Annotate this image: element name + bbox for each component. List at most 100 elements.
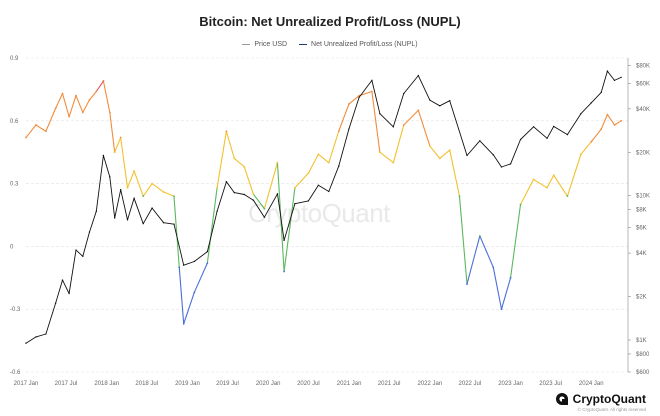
grid-lines xyxy=(26,57,628,373)
nupl-point xyxy=(25,136,27,139)
nupl-point xyxy=(492,266,495,269)
footer-brand[interactable]: CryptoQuant xyxy=(555,392,646,406)
nupl-point xyxy=(88,98,91,101)
nupl-point xyxy=(552,174,555,177)
nupl-point xyxy=(509,276,512,279)
price-point xyxy=(88,231,91,233)
x-tick-label: 2023 Jan xyxy=(498,381,523,387)
y-right-tick-label: $8K xyxy=(636,208,647,214)
price-point xyxy=(151,207,153,209)
price-point xyxy=(379,113,381,115)
nupl-point xyxy=(225,130,228,133)
nupl-segment xyxy=(216,130,227,189)
price-point xyxy=(358,96,360,99)
nupl-point xyxy=(95,90,98,93)
legend-swatch-nupl xyxy=(299,43,308,45)
price-point xyxy=(173,223,175,225)
x-tick-label: 2017 Jan xyxy=(14,381,39,387)
price-point xyxy=(276,193,279,195)
nupl-segment xyxy=(88,90,97,101)
nupl-point xyxy=(61,92,64,95)
y-right-tick-label: $800 xyxy=(636,352,650,358)
nupl-point xyxy=(45,130,47,133)
nupl-point xyxy=(600,128,603,131)
nupl-point xyxy=(75,94,77,97)
price-line xyxy=(25,70,622,344)
price-point xyxy=(45,333,47,335)
nupl-segment xyxy=(294,172,309,189)
nupl-segment xyxy=(479,235,494,268)
nupl-segment xyxy=(283,187,296,273)
nupl-segment xyxy=(243,166,254,195)
nupl-segment xyxy=(492,266,503,310)
nupl-segment xyxy=(55,93,64,109)
nupl-point xyxy=(193,291,196,294)
legend-label-price: Price USD xyxy=(254,40,288,48)
price-point xyxy=(61,279,64,281)
nupl-point xyxy=(182,322,185,325)
nupl-point xyxy=(428,145,431,147)
nupl-point xyxy=(466,283,468,285)
price-point xyxy=(466,154,468,157)
price-point xyxy=(606,70,609,72)
price-point xyxy=(552,125,555,128)
price-point xyxy=(25,342,27,344)
y-left-tick-label: -0.3 xyxy=(10,307,21,313)
nupl-segment xyxy=(317,153,330,164)
price-point xyxy=(307,200,310,202)
x-tick-label: 2019 Jul xyxy=(216,381,239,387)
right-axis: $80K $60K $40K $20K $10K $8K $6K $4K $2K $1K $800 $… xyxy=(627,58,650,376)
y-left-tick-label: -0.6 xyxy=(10,370,21,376)
price-point xyxy=(233,191,236,194)
y-left-tick-label: 0 xyxy=(10,244,14,250)
x-tick-label: 2019 Jan xyxy=(175,381,200,387)
nupl-point xyxy=(151,182,153,185)
y-left-tick-label: 0.9 xyxy=(10,56,19,62)
price-point xyxy=(317,184,320,187)
nupl-point xyxy=(68,115,71,118)
nupl-segment xyxy=(151,183,165,193)
nupl-segment xyxy=(68,95,77,118)
x-tick-label: 2022 Jan xyxy=(417,381,442,387)
price-point xyxy=(566,133,569,136)
chart-title: Bitcoin: Net Unrealized Profit/Loss (NUP… xyxy=(199,14,461,29)
price-point xyxy=(500,166,503,168)
legend-item-nupl[interactable]: Net Unrealized Profit/Loss (NUPL) xyxy=(299,41,418,48)
price-point xyxy=(113,217,116,219)
nupl-point xyxy=(233,157,236,160)
nupl-segment xyxy=(252,193,265,210)
legend-item-price[interactable]: Price USD xyxy=(242,41,287,48)
nupl-segment xyxy=(82,99,91,113)
y-right-tick-label: $20K xyxy=(636,150,650,156)
nupl-point xyxy=(620,119,623,122)
x-tick-label: 2024 Jan xyxy=(579,381,604,387)
nupl-segment xyxy=(102,80,111,113)
y-right-tick-label: $1K xyxy=(636,338,647,344)
x-tick-label: 2020 Jan xyxy=(256,381,281,387)
nupl-point xyxy=(162,191,165,193)
nupl-segment xyxy=(519,178,535,206)
footer-copyright: © CryptoQuant. All rights reserved xyxy=(577,407,646,412)
nupl-segment xyxy=(613,120,622,126)
nupl-segment xyxy=(458,195,468,285)
price-point xyxy=(243,193,245,196)
nupl-segment xyxy=(133,170,144,197)
footer: CryptoQuant © CryptoQuant. All rights re… xyxy=(555,392,646,412)
price-point xyxy=(509,163,512,165)
nupl-point xyxy=(448,149,451,152)
nupl-segment xyxy=(263,162,279,210)
price-point xyxy=(348,128,350,130)
nupl-segment xyxy=(126,170,135,189)
price-point xyxy=(403,92,405,95)
nupl-segment xyxy=(206,187,218,264)
nupl-segment xyxy=(338,103,350,132)
nupl-point xyxy=(347,103,350,105)
price-point xyxy=(216,210,218,212)
price-point xyxy=(613,79,616,82)
nupl-segment xyxy=(61,93,70,118)
y-left-tick-label: 0.6 xyxy=(10,119,19,125)
price-point xyxy=(294,203,296,205)
price-point xyxy=(546,137,548,139)
nupl-segment xyxy=(35,124,47,132)
